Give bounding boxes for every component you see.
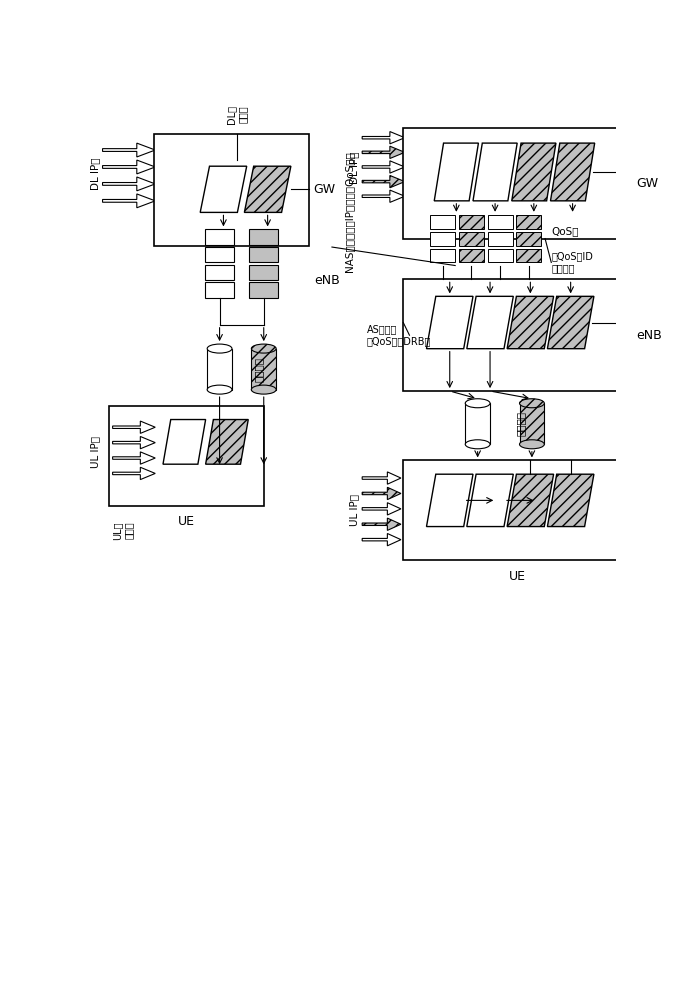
Polygon shape [113,436,155,449]
Text: UE: UE [509,570,526,583]
Text: DL IP流: DL IP流 [350,152,359,184]
Bar [465,403,490,444]
Bar [404,128,632,239]
Bar [205,247,235,262]
Bar [516,215,541,229]
Polygon shape [427,474,473,527]
Text: GW: GW [637,177,659,190]
Bar [488,232,512,246]
Ellipse shape [520,399,544,408]
Bar [459,232,484,246]
Text: 无线承载: 无线承载 [516,411,526,436]
Text: eNB: eNB [314,274,340,287]
Bar [205,282,235,298]
Bar [430,249,455,262]
Polygon shape [362,161,405,173]
Polygon shape [362,175,405,188]
Bar [249,282,278,298]
Polygon shape [362,518,401,530]
Polygon shape [113,467,155,480]
Bar [488,249,512,262]
Text: eNB: eNB [637,329,662,342]
Bar [404,460,632,560]
Polygon shape [466,296,513,349]
Bar [520,403,544,444]
Text: DL IP流: DL IP流 [90,158,100,190]
Polygon shape [512,143,556,201]
Polygon shape [103,177,155,191]
Bar [109,406,264,506]
Bar [205,265,235,280]
Text: 与QoS流ID
起被传送: 与QoS流ID 起被传送 [551,252,593,273]
Bar [488,215,512,229]
Bar [249,265,278,280]
Polygon shape [362,503,401,515]
Polygon shape [427,296,473,349]
Polygon shape [362,190,405,202]
Text: UL IP流: UL IP流 [90,436,100,468]
Polygon shape [362,472,401,484]
Bar [516,232,541,246]
Polygon shape [547,296,594,349]
Bar [459,249,484,262]
Text: UE: UE [178,515,195,528]
Text: NAS滤波器（将IP流映射到QoS流）: NAS滤波器（将IP流映射到QoS流） [344,152,354,272]
Ellipse shape [251,385,276,394]
Polygon shape [362,533,401,546]
Text: UL IP流: UL IP流 [350,494,359,526]
Polygon shape [103,160,155,174]
Polygon shape [103,143,155,157]
Bar [430,215,455,229]
Polygon shape [362,487,401,500]
Ellipse shape [207,344,232,353]
Polygon shape [434,143,478,201]
Text: 无线承载: 无线承载 [254,357,264,382]
Polygon shape [206,420,248,464]
Polygon shape [362,132,405,144]
Bar [205,229,235,245]
Polygon shape [473,143,517,201]
Text: QoS流: QoS流 [551,227,579,237]
Bar [207,349,232,390]
Polygon shape [466,474,513,527]
Text: AS滤波器
（QoS流到DRB）: AS滤波器 （QoS流到DRB） [367,324,431,346]
Bar [430,232,455,246]
Polygon shape [551,143,594,201]
Polygon shape [103,194,155,208]
Ellipse shape [251,344,276,353]
Polygon shape [200,166,247,212]
Polygon shape [113,452,155,464]
Ellipse shape [465,399,490,408]
Polygon shape [163,420,206,464]
Text: DL包
滤波器: DL包 滤波器 [226,105,248,124]
Text: GW: GW [313,183,335,196]
Bar [251,349,276,390]
Polygon shape [244,166,291,212]
Bar [516,249,541,262]
Bar [459,215,484,229]
Ellipse shape [520,440,544,449]
Polygon shape [113,421,155,433]
Bar [249,247,278,262]
Bar [404,279,632,391]
Polygon shape [507,474,553,527]
Polygon shape [547,474,594,527]
Bar [249,229,278,245]
Ellipse shape [465,440,490,449]
Ellipse shape [207,385,232,394]
Bar [154,134,308,246]
Polygon shape [362,146,405,158]
Polygon shape [507,296,553,349]
Text: UL包
滤波器: UL包 滤波器 [112,521,133,540]
